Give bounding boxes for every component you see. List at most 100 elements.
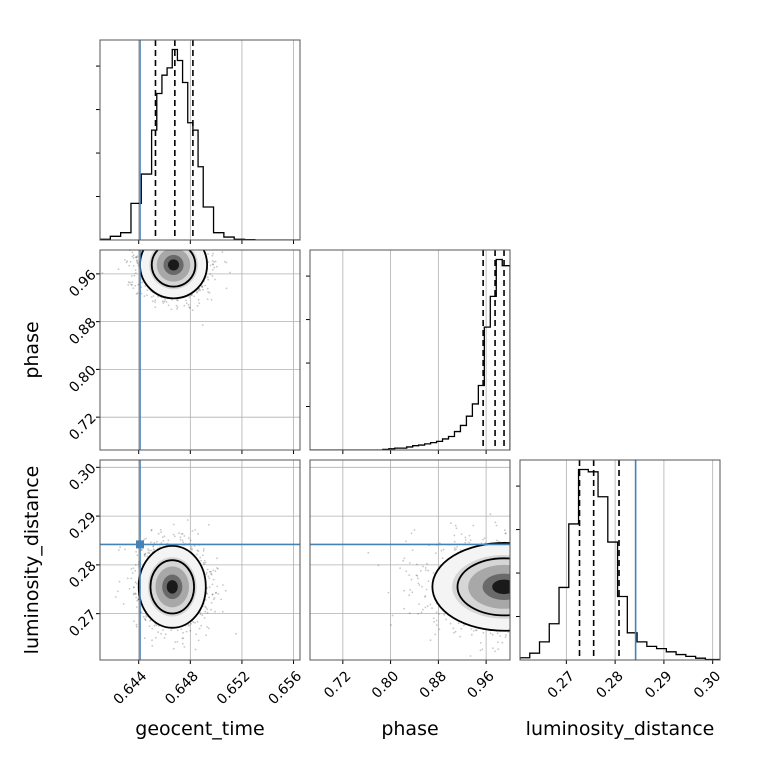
scatter-point [512, 591, 514, 593]
scatter-point [522, 565, 524, 567]
scatter-point [177, 225, 179, 227]
scatter-point [479, 642, 482, 644]
y-tick-label: 0.30 [66, 461, 99, 494]
scatter-point [144, 233, 146, 235]
scatter-point [526, 596, 528, 598]
scatter-point [543, 608, 545, 610]
scatter-point [539, 583, 541, 585]
scatter-point [525, 601, 527, 603]
scatter-point [196, 233, 198, 235]
x-axis-title: luminosity_distance [526, 718, 715, 740]
scatter-point [165, 233, 167, 235]
scatter-point [159, 223, 161, 225]
scatter-point [549, 611, 551, 613]
scatter-point [195, 633, 198, 636]
scatter-point [515, 612, 517, 614]
scatter-point [560, 600, 562, 602]
scatter-point [155, 236, 157, 238]
scatter-point [530, 577, 532, 579]
scatter-point [136, 245, 138, 247]
scatter-point [165, 244, 167, 246]
scatter-point [201, 285, 204, 288]
scatter-point [530, 643, 532, 645]
scatter-point [525, 573, 527, 575]
scatter-point [169, 236, 171, 238]
scatter-point [523, 618, 525, 620]
scatter-point [513, 597, 515, 599]
scatter-point [133, 593, 136, 596]
scatter-point [542, 626, 544, 628]
scatter-point [514, 576, 516, 578]
scatter-point [143, 617, 146, 620]
scatter-point [188, 296, 191, 298]
scatter-point [144, 552, 147, 555]
scatter-point [550, 586, 552, 588]
scatter-point [136, 255, 139, 257]
scatter-point [189, 307, 191, 309]
scatter-point [196, 243, 198, 245]
scatter-point [137, 563, 140, 566]
scatter-point [576, 559, 578, 561]
hist-geocent_time [100, 40, 300, 240]
scatter-point [202, 561, 205, 564]
scatter-point [531, 547, 533, 549]
density-phase_vs_geocent_time [101, 196, 231, 450]
scatter-point [148, 549, 150, 552]
scatter-point [480, 542, 483, 544]
scatter-point [571, 590, 573, 592]
scatter-point [197, 639, 200, 642]
scatter-point [541, 578, 543, 580]
scatter-point [164, 196, 166, 198]
density-level [168, 259, 180, 271]
scatter-point [515, 626, 517, 628]
scatter-point [184, 242, 186, 244]
scatter-point [579, 617, 581, 619]
scatter-point [194, 244, 196, 246]
scatter-point [424, 567, 427, 569]
x-tick-label: 0.80 [369, 668, 402, 701]
scatter-point [196, 290, 198, 293]
density-luminosity_distance_vs_geocent_time [100, 460, 300, 660]
scatter-point [160, 225, 162, 227]
contour-outer [431, 542, 510, 632]
scatter-point [148, 248, 150, 250]
scatter-point [136, 554, 139, 557]
scatter-point [540, 585, 542, 587]
scatter-point [152, 544, 155, 547]
scatter-point [537, 634, 539, 636]
density-panel-phase_vs_geocent_time [96, 196, 301, 454]
scatter-point [460, 627, 463, 630]
scatter-point [543, 584, 545, 586]
scatter-point [422, 565, 424, 568]
scatter-point [211, 583, 214, 586]
scatter-point [521, 605, 523, 607]
scatter-point [202, 288, 204, 291]
scatter-point [548, 560, 550, 562]
scatter-point [207, 278, 210, 281]
scatter-point [135, 293, 138, 295]
scatter-point [114, 596, 117, 598]
scatter-point [529, 584, 531, 586]
scatter-point [538, 599, 540, 601]
scatter-point [528, 611, 530, 613]
scatter-point [564, 578, 566, 580]
scatter-point [161, 235, 163, 237]
scatter-point [184, 244, 186, 246]
scatter-point [172, 523, 175, 526]
scatter-point [127, 281, 130, 284]
scatter-point [557, 609, 559, 611]
scatter-point [542, 564, 544, 566]
hist-panel-geocent_time [96, 39, 301, 244]
scatter-point [527, 606, 529, 608]
scatter-point [170, 629, 173, 632]
scatter-point [546, 559, 548, 561]
scatter-point [468, 534, 471, 537]
scatter-point [206, 568, 209, 571]
scatter-point [562, 621, 564, 623]
scatter-point [173, 247, 175, 249]
scatter-point [136, 231, 138, 233]
scatter-point [206, 276, 209, 279]
scatter-point [167, 539, 170, 542]
scatter-point [539, 577, 541, 579]
scatter-point [204, 605, 207, 608]
